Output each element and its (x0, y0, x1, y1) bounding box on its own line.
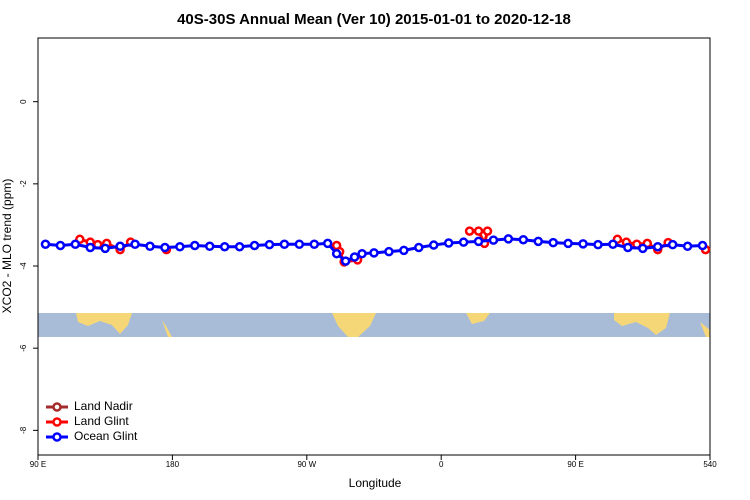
data-point (608, 239, 618, 249)
data-point (279, 239, 290, 249)
data-point (503, 234, 514, 244)
data-point (697, 240, 708, 251)
data-point (130, 239, 140, 249)
data-point (175, 241, 185, 252)
x-tick-label: 90 E (567, 460, 583, 469)
data-point (638, 243, 648, 254)
x-axis-label: Longitude (349, 476, 402, 490)
data-point (219, 241, 230, 252)
data-point (160, 242, 170, 253)
data-point (667, 239, 678, 250)
plot-frame (37, 37, 711, 456)
data-point (204, 241, 215, 252)
x-tick-label: 540 (703, 460, 717, 469)
y-tick-label: -8 (19, 426, 28, 434)
data-point (428, 240, 439, 250)
data-point (85, 242, 96, 253)
data-point (563, 238, 573, 249)
legend-label: Land Glint (74, 414, 129, 428)
y-axis-label: XCO2 - MLO trend (ppm) (0, 179, 14, 314)
data-point (115, 241, 125, 252)
data-point (70, 239, 81, 249)
data-point (349, 252, 360, 262)
data-point (264, 239, 275, 250)
data-point (309, 239, 320, 249)
data-point (55, 240, 66, 251)
data-point (464, 226, 475, 236)
legend-marker (52, 417, 62, 427)
chart-title: 40S-30S Annual Mean (Ver 10) 2015-01-01 … (177, 11, 571, 28)
data-point (443, 238, 454, 248)
y-tick-label: -6 (19, 344, 28, 352)
data-point (100, 243, 110, 254)
data-point (473, 236, 484, 247)
data-point (488, 235, 499, 245)
legend-label: Ocean Glint (74, 429, 138, 443)
data-point (623, 242, 633, 253)
map-strip (38, 313, 710, 337)
data-point (518, 234, 529, 245)
data-point (190, 240, 200, 251)
data-point (682, 241, 693, 252)
data-point (331, 248, 342, 259)
data-point (652, 241, 663, 252)
legend-marker (52, 402, 62, 412)
data-point (578, 239, 588, 249)
data-point (234, 241, 245, 252)
legend-marker (52, 432, 62, 442)
x-tick-label: 180 (166, 460, 180, 469)
data-point (533, 236, 544, 247)
x-tick-label: 0 (439, 460, 444, 469)
data-point (593, 239, 603, 250)
data-point (357, 248, 367, 259)
y-tick-label: 0 (19, 99, 28, 104)
data-point (369, 248, 379, 258)
legend-label: Land Nadir (74, 399, 133, 413)
data-point (482, 226, 493, 236)
y-tick-label: -4 (19, 262, 28, 270)
data-point (340, 256, 351, 266)
data-point (458, 237, 469, 247)
data-point (40, 239, 51, 249)
y-tick-label: -2 (19, 180, 28, 188)
data-point (548, 237, 558, 248)
data-point (473, 226, 484, 236)
data-point (414, 242, 424, 253)
data-point (145, 241, 155, 252)
data-point (384, 246, 394, 257)
x-tick-label: 90 W (297, 460, 316, 469)
data-point (249, 240, 260, 251)
data-point (322, 238, 333, 249)
data-point (399, 245, 409, 256)
data-point (294, 239, 305, 249)
x-tick-label: 90 E (30, 460, 46, 469)
